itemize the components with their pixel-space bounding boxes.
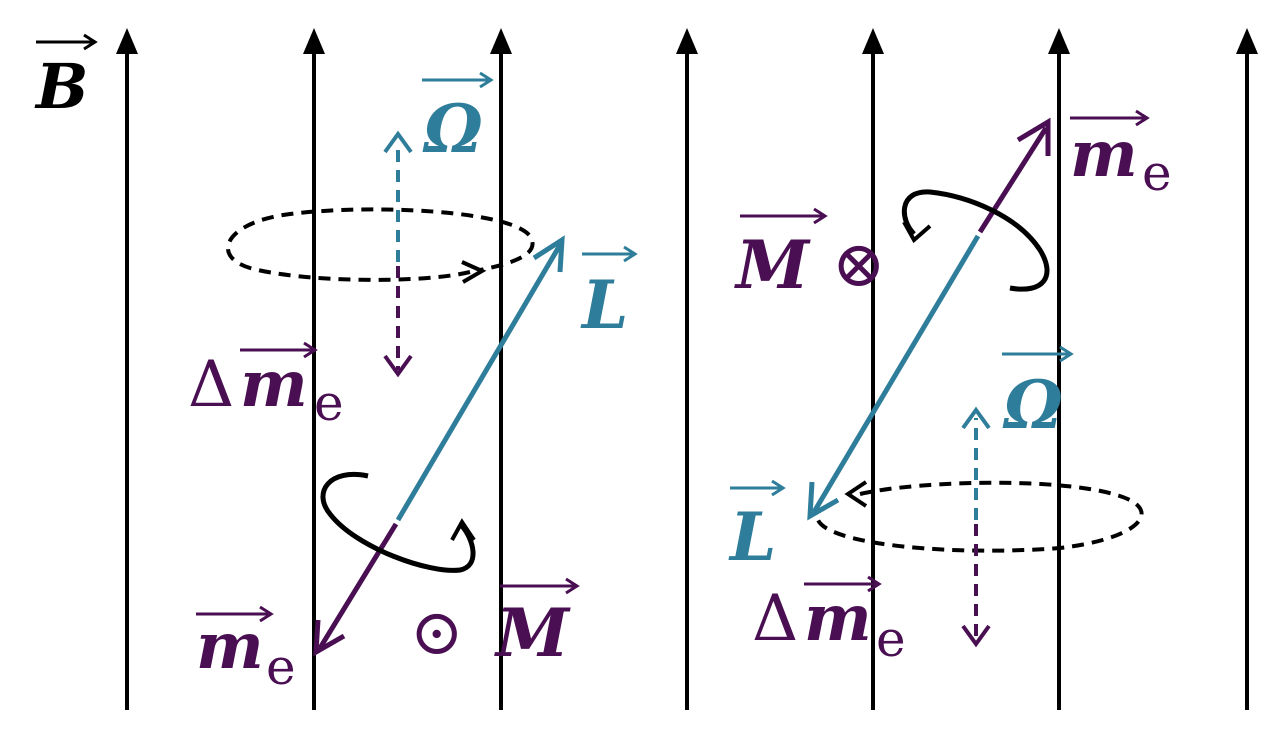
left-L-text: L (580, 266, 628, 344)
field-arrowhead-7 (1236, 28, 1258, 54)
field-arrowhead-5 (862, 28, 884, 54)
left-rotation-loop (320, 472, 476, 573)
right-rotation-loop (901, 189, 1050, 292)
right-delta-me-prefix: Δ (752, 582, 798, 656)
left-omega-text: Ω (422, 90, 483, 168)
left-M-text: M (494, 594, 571, 672)
left-L-arrowhead (532, 235, 565, 273)
left-omega-label: Ω (422, 71, 494, 168)
right-me-vector (977, 126, 1049, 234)
field-label-text: B (34, 50, 88, 123)
right-L-vector (811, 234, 981, 514)
field-arrowhead-6 (1048, 28, 1070, 54)
right-M-symbol: ⊗ (832, 228, 886, 302)
field-arrowhead-1 (116, 28, 138, 54)
right-me-sub: e (1142, 144, 1172, 202)
left-L-label: L (580, 245, 638, 344)
field-label: B (34, 33, 98, 123)
left-delta-me-arrowhead (383, 354, 413, 378)
left-omega-arrowhead (383, 130, 413, 154)
left-me-sub: e (266, 638, 296, 696)
left-ellipse-arrowhead (461, 260, 487, 284)
left-L-vector (395, 243, 563, 522)
right-delta-me-label: Δ m e (752, 575, 906, 668)
left-delta-me-label: Δ m e (188, 341, 344, 432)
field-arrowhead-3 (490, 28, 512, 54)
right-panel: m e M ⊗ Ω L Δ m e (728, 109, 1172, 668)
left-rotation-arrowhead (450, 518, 476, 542)
field-arrowhead-4 (676, 28, 698, 54)
right-M-text: M (734, 226, 811, 304)
left-me-label: m e (196, 605, 296, 696)
right-me-label: m e (1070, 109, 1172, 202)
right-M-label: M ⊗ (734, 207, 886, 304)
right-delta-me-arrowhead (961, 624, 991, 648)
right-L-label: L (728, 479, 786, 576)
left-delta-me-sub: e (314, 374, 344, 432)
field-arrowheads (116, 28, 1258, 54)
right-omega-arrowhead (961, 406, 991, 430)
right-me-text: m (1070, 117, 1138, 192)
right-L-text: L (728, 498, 776, 576)
right-delta-me-sub: e (876, 610, 906, 668)
right-L-arrowhead (807, 481, 840, 521)
right-rotation-arrowhead (902, 221, 932, 244)
left-panel: Ω L Δ m e m e ⊙ M (188, 71, 638, 696)
left-precession-ellipse (225, 207, 535, 282)
left-M-symbol: ⊙ (410, 596, 464, 670)
magnetic-field-lines (125, 52, 1249, 710)
right-omega-label: Ω (1002, 345, 1074, 444)
right-ellipse-arrowhead (844, 480, 868, 508)
left-me-arrowhead (313, 619, 346, 657)
field-vector-head (83, 33, 98, 51)
right-delta-me-text: m (804, 581, 872, 656)
left-me-text: m (196, 609, 264, 684)
right-precession-ellipse (816, 480, 1144, 553)
right-me-arrowhead (1016, 117, 1051, 156)
right-omega-text: Ω (1002, 366, 1063, 444)
left-M-label: ⊙ M (410, 577, 580, 672)
left-delta-me-prefix: Δ (188, 348, 234, 422)
field-arrowhead-2 (303, 28, 325, 54)
left-delta-me-text: m (240, 347, 308, 422)
left-me-vector (317, 522, 399, 650)
